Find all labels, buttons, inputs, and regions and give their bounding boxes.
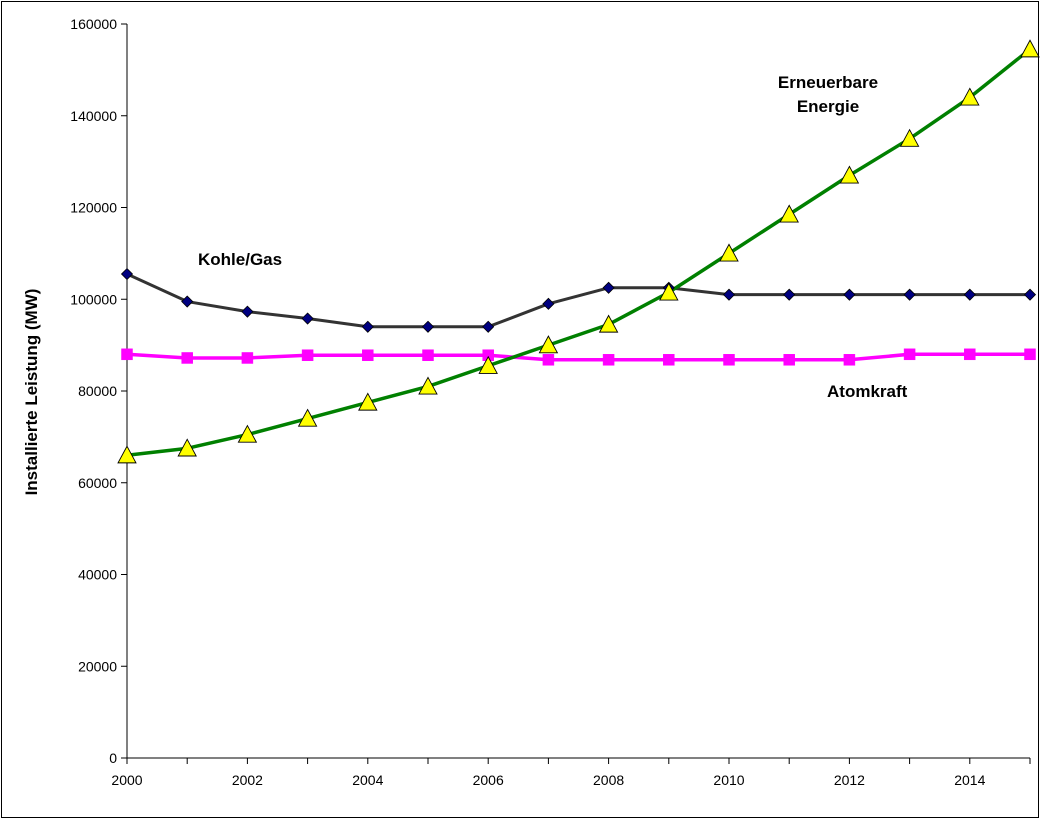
series-label-atomkraft: Atomkraft xyxy=(827,382,908,401)
data-point-kohle-gas xyxy=(120,267,134,281)
series-label-erneuerbare-line2: Energie xyxy=(797,97,859,116)
x-tick-label: 2004 xyxy=(352,772,383,788)
data-point-atomkraft xyxy=(301,349,314,361)
data-point-atomkraft xyxy=(903,348,916,361)
y-tick-label: 60000 xyxy=(78,475,117,491)
data-point-erneuerbare-energie xyxy=(960,87,980,106)
series-label-erneuerbare-line1: Erneuerbare xyxy=(778,73,878,92)
y-tick-label: 40000 xyxy=(78,567,117,583)
data-point-atomkraft xyxy=(181,352,193,364)
data-point-atomkraft xyxy=(843,354,856,366)
series-markers xyxy=(117,39,1040,464)
data-point-erneuerbare-energie xyxy=(779,204,799,223)
data-point-kohle-gas xyxy=(181,295,194,308)
data-point-atomkraft xyxy=(362,349,374,361)
data-point-erneuerbare-energie xyxy=(538,335,559,354)
data-point-atomkraft xyxy=(602,354,615,366)
data-point-atomkraft xyxy=(422,349,434,361)
y-tick-label: 140000 xyxy=(70,108,117,124)
series-line-erneuerbare-energie xyxy=(126,47,1032,457)
data-point-erneuerbare-energie xyxy=(659,282,679,301)
data-point-kohle-gas xyxy=(722,288,736,301)
y-tick-label: 80000 xyxy=(78,383,117,399)
data-point-erneuerbare-energie xyxy=(839,165,860,184)
data-point-atomkraft xyxy=(723,354,735,366)
labels: Installierte Leistung (MW) Kohle/Gas Ato… xyxy=(22,73,908,495)
data-point-kohle-gas xyxy=(602,281,615,294)
x-tick-label: 2012 xyxy=(834,772,865,788)
data-point-erneuerbare-energie xyxy=(478,355,498,374)
data-point-erneuerbare-energie xyxy=(598,314,619,333)
data-point-kohle-gas xyxy=(963,288,976,301)
y-tick-label: 120000 xyxy=(70,200,117,216)
series-label-kohle-gas: Kohle/Gas xyxy=(198,250,282,269)
data-point-kohle-gas xyxy=(241,305,254,318)
x-tick-label: 2002 xyxy=(232,772,263,788)
x-tick-label: 2006 xyxy=(473,772,504,788)
data-point-erneuerbare-energie xyxy=(177,438,197,457)
data-point-atomkraft xyxy=(1024,348,1036,361)
data-point-erneuerbare-energie xyxy=(719,243,739,262)
x-tick-label: 2010 xyxy=(713,772,744,788)
axes: 0 20000 40000 60000 80000 100000 120000 140000 1… xyxy=(70,16,1031,788)
data-point-atomkraft xyxy=(121,348,133,361)
series-lines xyxy=(126,47,1032,457)
data-point-kohle-gas xyxy=(843,288,856,301)
data-point-erneuerbare-energie xyxy=(418,376,438,395)
data-point-kohle-gas xyxy=(1023,288,1037,301)
data-point-kohle-gas xyxy=(361,320,374,333)
y-tick-label: 0 xyxy=(109,750,117,766)
y-tick-label: 20000 xyxy=(78,658,117,674)
series-line-atomkraft xyxy=(126,352,1030,362)
data-point-atomkraft xyxy=(542,354,555,366)
data-point-erneuerbare-energie xyxy=(117,445,137,464)
y-tick-label: 160000 xyxy=(70,16,117,32)
data-point-kohle-gas xyxy=(783,288,796,301)
data-point-erneuerbare-energie xyxy=(899,128,920,147)
data-point-erneuerbare-energie xyxy=(1020,39,1040,58)
y-axis-title: Installierte Leistung (MW) xyxy=(22,289,41,496)
data-point-atomkraft xyxy=(783,354,795,366)
data-point-kohle-gas xyxy=(542,297,555,310)
data-point-erneuerbare-energie xyxy=(237,424,258,443)
data-point-kohle-gas xyxy=(903,288,916,301)
x-tick-label: 2008 xyxy=(593,772,624,788)
data-point-erneuerbare-energie xyxy=(297,408,318,427)
data-point-atomkraft xyxy=(241,352,254,364)
data-point-erneuerbare-energie xyxy=(358,392,378,411)
x-tick-label: 2000 xyxy=(111,772,142,788)
data-point-kohle-gas xyxy=(301,312,314,325)
y-tick-label: 100000 xyxy=(70,291,117,307)
data-point-atomkraft xyxy=(663,354,675,366)
data-point-atomkraft xyxy=(964,348,976,361)
data-point-kohle-gas xyxy=(421,320,435,333)
data-point-kohle-gas xyxy=(482,320,495,333)
x-tick-label: 2014 xyxy=(954,772,985,788)
series-line-kohle-gas xyxy=(126,272,1030,329)
